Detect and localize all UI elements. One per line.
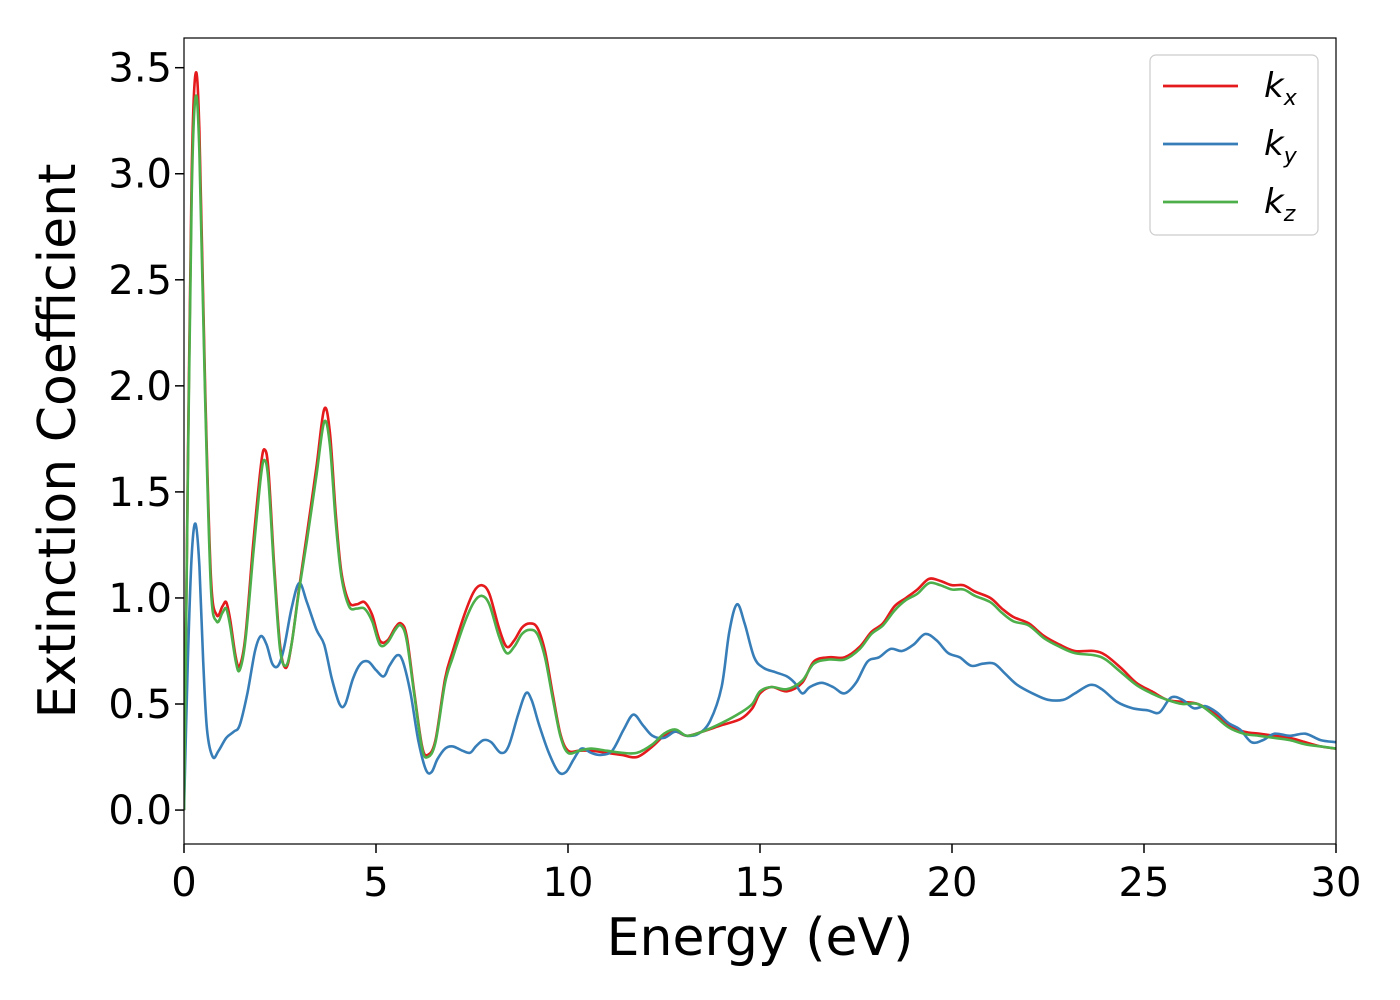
x-tick-label: 0	[171, 860, 196, 906]
series-line-kz	[184, 94, 1336, 811]
y-tick-label: 1.0	[108, 576, 172, 622]
x-tick-label: 20	[927, 860, 978, 906]
x-tick-label: 10	[543, 860, 594, 906]
x-axis: 0 5 10 15 20 25 30	[171, 844, 1361, 906]
y-axis-title: Extinction Coefficient	[28, 164, 88, 719]
legend-label-kx: kx	[1264, 66, 1298, 111]
series-layer	[184, 71, 1336, 811]
series-line-kx	[184, 71, 1336, 811]
legend-label-symbol: k	[1264, 182, 1285, 222]
legend-label-kz: kz	[1264, 182, 1296, 227]
legend-label-symbol: k	[1264, 66, 1285, 106]
legend-label-subscript: z	[1283, 202, 1296, 227]
y-tick-label: 0.0	[108, 788, 172, 834]
y-tick-label: 1.5	[108, 470, 172, 516]
x-tick-label: 30	[1311, 860, 1362, 906]
y-tick-label: 2.5	[108, 258, 172, 304]
legend-label-subscript: y	[1283, 144, 1298, 169]
series-line-ky	[184, 522, 1336, 811]
y-axis: 0.0 0.5 1.0 1.5 2.0 2.5 3.0 3.5	[108, 46, 184, 834]
x-tick-label: 5	[363, 860, 388, 906]
y-tick-label: 0.5	[108, 682, 172, 728]
legend-label-ky: ky	[1264, 124, 1298, 169]
x-tick-label: 25	[1119, 860, 1170, 906]
legend-label-symbol: k	[1264, 124, 1285, 164]
legend-label-subscript: x	[1283, 86, 1298, 111]
y-tick-label: 2.0	[108, 364, 172, 410]
y-tick-label: 3.0	[108, 152, 172, 198]
x-axis-title: Energy (eV)	[607, 908, 914, 968]
y-tick-label: 3.5	[108, 46, 172, 92]
x-tick-label: 15	[735, 860, 786, 906]
